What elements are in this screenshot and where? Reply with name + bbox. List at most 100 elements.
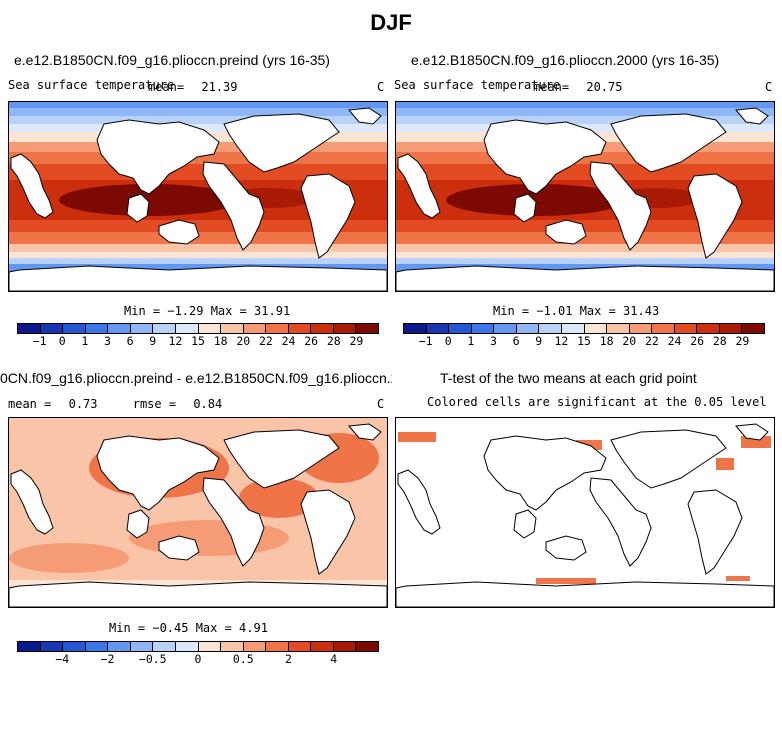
- land-outline: [96, 435, 220, 511]
- colorbar-swatch: [494, 324, 517, 333]
- panel1-variable-label: Sea surface temperature: [8, 78, 175, 92]
- panel3-mean-value: 0.73: [68, 397, 98, 411]
- land-outline: [223, 429, 340, 489]
- colorbar-swatch: [629, 324, 653, 333]
- colorbar-swatch: [108, 324, 131, 333]
- sst-band: [9, 258, 387, 264]
- colorbar-swatch: [266, 324, 289, 333]
- panel3-units: C: [377, 397, 385, 411]
- colorbar-tick-label: −2: [100, 652, 115, 666]
- land-outline: [10, 153, 54, 219]
- colorbar-tick-label: 28: [326, 334, 341, 348]
- sst-band: [9, 102, 387, 108]
- colorbar-swatch: [311, 324, 334, 333]
- colorbar-swatch: [63, 642, 86, 651]
- colorbar-swatch: [449, 324, 472, 333]
- sst-band: [396, 220, 774, 232]
- colorbar-tick-label: 2: [285, 652, 292, 666]
- colorbar-tick-label: 18: [213, 334, 228, 348]
- colorbar-swatch: [697, 324, 720, 333]
- colorbar-swatch: [40, 324, 64, 333]
- colorbar-tick-label: 20: [236, 334, 251, 348]
- land-outline: [300, 173, 356, 259]
- sst-band: [396, 164, 774, 180]
- sst-band: [396, 252, 774, 258]
- sst-band: [396, 102, 774, 108]
- land-outline: [348, 107, 382, 125]
- colorbar-tick-label: 6: [512, 334, 520, 348]
- colorbar-swatch: [584, 324, 608, 333]
- panel1-title: e.e12.B1850CN.f09_g16.plioccn.preind (yr…: [14, 52, 330, 68]
- land-outline: [397, 469, 441, 535]
- colorbar-tick-label: 3: [490, 334, 497, 348]
- sst-field: [9, 102, 387, 291]
- land-outline: [396, 581, 774, 607]
- colorbar-swatch: [153, 324, 176, 333]
- panel1-mean-label: mean=: [148, 80, 185, 94]
- sst-band: [9, 108, 387, 116]
- land-outline: [513, 193, 537, 223]
- colorbar-tick-label: 1: [81, 334, 89, 348]
- land-outline: [96, 119, 220, 195]
- colorbar-swatch: [356, 324, 378, 333]
- panel3-difference-map: [8, 417, 388, 608]
- colorbar-tick-label: 4: [330, 652, 338, 666]
- colorbar-swatch: [674, 324, 698, 333]
- land-outline: [589, 161, 652, 251]
- colorbar-tick-label: 9: [149, 334, 157, 348]
- colorbar-swatch: [175, 642, 199, 651]
- colorbar-tick-label: 0: [444, 334, 452, 348]
- panel2-minmax: Min = −1.01 Max = 31.43: [493, 304, 660, 318]
- warm-pool: [59, 184, 239, 216]
- colorbar-tick-label: 15: [191, 334, 205, 348]
- colorbar-tick-label: 6: [126, 334, 134, 348]
- sst-field: [396, 102, 774, 291]
- sst-band: [396, 108, 774, 116]
- colorbar-swatch: [40, 642, 64, 651]
- colorbar-tick-label: 22: [258, 334, 273, 348]
- land-outline: [513, 509, 537, 539]
- significant-cell: [741, 436, 771, 448]
- figure-title: DJF: [370, 10, 412, 35]
- panel3-minmax: Min = −0.45 Max = 4.91: [109, 621, 268, 635]
- sst-band: [9, 264, 387, 272]
- land-outline: [483, 435, 607, 511]
- land-outline: [610, 113, 727, 173]
- significant-cell: [726, 576, 750, 581]
- colorbar-tick-label: −0.5: [138, 652, 167, 666]
- land-outline: [126, 193, 150, 223]
- diff-patch: [239, 478, 319, 518]
- colorbar-swatch: [516, 324, 540, 333]
- colorbar-swatch: [198, 324, 222, 333]
- significant-cell: [398, 432, 436, 442]
- colorbar-tick-label: 29: [735, 334, 750, 348]
- land-outline: [348, 423, 382, 441]
- land-outline: [589, 477, 652, 567]
- colorbar-swatch: [266, 642, 289, 651]
- panel3-rmse-value: 0.84: [193, 397, 223, 411]
- colorbar-tick-label: 26: [690, 334, 705, 348]
- colorbar-tick-label: −1: [418, 334, 433, 348]
- colorbar-swatch: [652, 324, 675, 333]
- panel2-sst-map: [395, 101, 775, 292]
- land-outline: [610, 429, 727, 489]
- colorbar-swatch: [426, 324, 450, 333]
- colorbar-swatch: [221, 642, 244, 651]
- sst-band: [396, 258, 774, 264]
- sst-band: [9, 252, 387, 258]
- colorbar-tick-label: 1: [467, 334, 475, 348]
- panel3-rmse-label: rmse =: [132, 397, 177, 411]
- colorbar-swatch: [288, 642, 312, 651]
- panel1-sst-map: [8, 101, 388, 292]
- colorbar-swatch: [719, 324, 743, 333]
- colorbar-tick-label: 29: [349, 334, 364, 348]
- sst-band: [9, 220, 387, 232]
- colorbar-swatch: [356, 642, 378, 651]
- colorbar-swatch: [85, 642, 109, 651]
- colorbar-swatch: [175, 324, 199, 333]
- colorbar-tick-label: −1: [32, 334, 47, 348]
- sst-band: [396, 116, 774, 124]
- panel4-title: T-test of the two means at each grid poi…: [440, 370, 697, 386]
- warm-pool: [446, 184, 626, 216]
- colorbar-swatch: [742, 324, 764, 333]
